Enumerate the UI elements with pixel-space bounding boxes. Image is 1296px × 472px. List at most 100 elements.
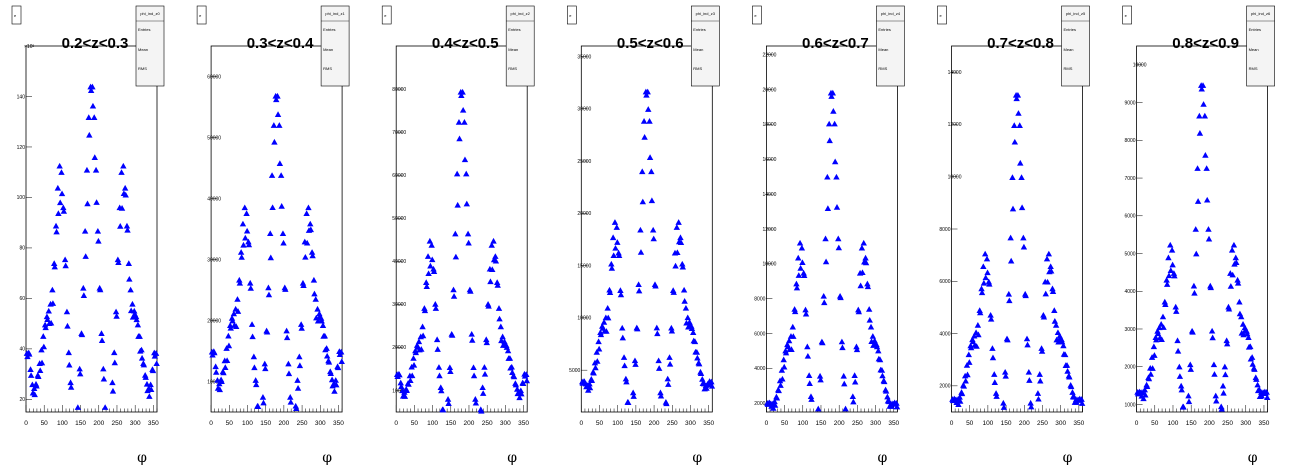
x-tick-label: 300 <box>130 420 141 427</box>
y-tick-label: 30000 <box>392 302 406 308</box>
data-point <box>427 262 434 269</box>
stats-box: phi_ind_z4 Entries Mean RMS <box>876 5 905 87</box>
data-point <box>842 405 849 412</box>
data-point <box>1178 386 1185 393</box>
data-point <box>426 237 434 244</box>
option-box <box>381 5 392 25</box>
data-point <box>790 333 797 339</box>
data-point <box>425 270 432 277</box>
data-point <box>1020 243 1028 250</box>
data-point <box>955 401 962 408</box>
stats-box-frame <box>505 5 535 87</box>
data-point <box>296 353 303 360</box>
data-point <box>798 244 806 251</box>
stats-box: phi_ind_z1 Entries Mean RMS <box>320 5 350 87</box>
data-point <box>518 390 525 397</box>
data-point <box>837 294 844 301</box>
data-point <box>236 276 243 283</box>
y-tick-label: 20 <box>19 397 25 403</box>
stats-rms-label: RMS <box>323 66 332 71</box>
x-tick-label: 250 <box>852 420 863 427</box>
x-tick-label: 0 <box>765 420 769 427</box>
data-point <box>689 329 697 336</box>
data-point <box>1163 281 1171 287</box>
data-point <box>278 203 285 209</box>
data-point <box>1236 298 1243 305</box>
data-point <box>1141 386 1148 393</box>
data-point <box>91 154 98 160</box>
data-point <box>452 230 459 237</box>
data-point <box>438 387 445 394</box>
data-point <box>1069 389 1076 395</box>
data-point <box>597 331 605 338</box>
option-box-glyph: e <box>199 13 202 18</box>
data-point <box>967 344 975 351</box>
data-point <box>965 351 972 358</box>
data-point <box>112 308 120 315</box>
data-point <box>816 372 824 379</box>
data-point <box>483 336 490 343</box>
data-point <box>245 241 253 248</box>
data-point <box>1185 398 1193 405</box>
stats-mean-label: Mean <box>508 47 518 52</box>
data-point <box>1017 159 1024 166</box>
data-point <box>94 227 102 234</box>
y-tick-label: 60 <box>19 296 25 302</box>
x-tick-label: 50 <box>411 420 419 427</box>
stats-box: phi_ind_z0 Entries Mean RMS <box>135 5 165 87</box>
data-point <box>38 346 45 353</box>
stats-mean-label: Mean <box>1249 47 1259 52</box>
data-point <box>85 114 92 120</box>
data-point <box>841 380 848 387</box>
x-tick-label: 300 <box>500 420 511 427</box>
data-point <box>467 288 474 294</box>
data-point <box>785 337 793 344</box>
data-point <box>653 324 661 331</box>
x-tick-label: 100 <box>612 420 623 427</box>
data-point <box>132 313 140 320</box>
data-point <box>123 222 131 229</box>
data-point <box>1254 381 1261 388</box>
data-point <box>677 239 685 245</box>
data-point <box>405 381 412 387</box>
data-point <box>120 162 127 169</box>
data-point <box>147 381 154 388</box>
x-tick-label: 150 <box>260 420 271 427</box>
data-point <box>1205 226 1212 232</box>
option-box-glyph: e <box>569 13 572 18</box>
data-point <box>1194 165 1201 171</box>
data-point <box>838 338 846 345</box>
plot-frame <box>766 45 898 413</box>
data-point <box>463 200 470 207</box>
data-point <box>487 278 494 285</box>
data-point <box>310 276 318 283</box>
data-point <box>978 285 985 292</box>
data-point <box>853 346 861 353</box>
x-tick-label: 150 <box>1001 420 1012 427</box>
data-point <box>646 118 653 124</box>
data-point <box>138 354 146 361</box>
stats-box: phi_ind_z2 Entries Mean RMS <box>505 5 535 87</box>
data-point <box>449 332 456 338</box>
data-point <box>622 375 630 382</box>
data-point <box>860 239 867 246</box>
data-point <box>1000 399 1007 406</box>
data-point <box>793 284 801 291</box>
y-tick-label: 18000 <box>762 122 776 128</box>
data-point <box>294 377 301 383</box>
data-point <box>407 377 414 384</box>
stats-rms-label: RMS <box>138 66 147 71</box>
stats-rms-label: RMS <box>878 66 887 71</box>
x-tick-label: 200 <box>649 420 660 427</box>
data-point <box>987 315 995 322</box>
data-point <box>830 108 837 114</box>
data-point <box>1026 377 1033 383</box>
data-point <box>612 244 619 251</box>
data-point <box>412 349 420 356</box>
data-point <box>89 83 96 90</box>
data-point <box>1165 254 1172 261</box>
data-point <box>271 138 278 145</box>
data-point <box>1068 383 1075 390</box>
data-point <box>40 343 48 350</box>
data-point <box>693 348 701 355</box>
